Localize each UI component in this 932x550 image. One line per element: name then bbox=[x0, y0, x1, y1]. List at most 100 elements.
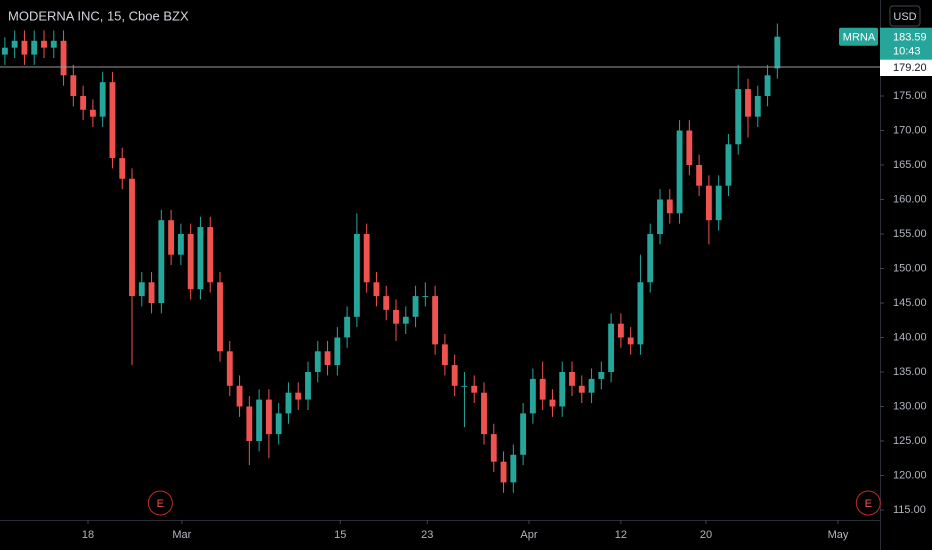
last-price-box bbox=[880, 27, 932, 60]
candle-body bbox=[637, 282, 644, 345]
candle-body bbox=[686, 130, 693, 165]
currency-box bbox=[889, 5, 921, 27]
candle-body bbox=[657, 199, 663, 234]
candle-body bbox=[520, 413, 527, 455]
y-tick-label: 165.00 bbox=[893, 159, 927, 171]
candle-body bbox=[647, 233, 654, 283]
candle-body bbox=[373, 282, 380, 297]
candle-body bbox=[666, 199, 673, 214]
candle-body bbox=[559, 371, 566, 407]
candle-body bbox=[461, 385, 468, 387]
candle-body bbox=[412, 296, 419, 317]
x-tick-label: 20 bbox=[700, 529, 712, 541]
candle-body bbox=[353, 233, 360, 317]
candle-body bbox=[754, 95, 761, 117]
event-marker bbox=[147, 490, 173, 516]
hline-label-box bbox=[880, 58, 932, 77]
y-tick-label: 140.00 bbox=[893, 331, 927, 343]
candle-body bbox=[363, 233, 370, 283]
candle-body bbox=[774, 36, 781, 69]
candle-body bbox=[50, 40, 57, 48]
candle-body bbox=[265, 399, 272, 435]
y-tick-label: 160.00 bbox=[893, 193, 927, 205]
candle-body bbox=[393, 309, 399, 324]
candle-body bbox=[1, 47, 8, 55]
candle-body bbox=[451, 365, 458, 386]
candle-body bbox=[500, 461, 507, 483]
candle-body bbox=[109, 82, 116, 159]
candle-body bbox=[471, 385, 478, 393]
candle-body bbox=[578, 385, 585, 393]
y-tick-label: 125.00 bbox=[893, 435, 927, 447]
candle-body bbox=[119, 158, 126, 179]
x-tick-label: Mar bbox=[172, 529, 191, 541]
hline-label: 179.20 bbox=[893, 62, 927, 74]
event-label: E bbox=[865, 498, 872, 510]
candle-body bbox=[422, 296, 429, 298]
candle-body bbox=[11, 40, 18, 48]
y-tick-label: 155.00 bbox=[893, 228, 927, 240]
candle-body bbox=[715, 185, 722, 221]
candle-body bbox=[70, 75, 77, 96]
candle-body bbox=[138, 282, 145, 297]
candle-body bbox=[41, 40, 47, 48]
candle-body bbox=[402, 316, 409, 324]
candle-body bbox=[539, 378, 546, 400]
countdown: 10:43 bbox=[893, 46, 921, 58]
candle-body bbox=[383, 296, 390, 310]
y-tick-label: 135.00 bbox=[893, 366, 927, 378]
candle-body bbox=[99, 82, 106, 117]
candle-body bbox=[627, 337, 634, 345]
candle-body bbox=[158, 220, 165, 303]
candle-body bbox=[21, 40, 28, 55]
candle-body bbox=[168, 220, 175, 255]
x-tick-label: Apr bbox=[520, 529, 537, 541]
candle-body bbox=[285, 392, 292, 414]
x-tick-label: 18 bbox=[82, 529, 94, 541]
candle-body bbox=[197, 227, 204, 290]
y-tick-label: 150.00 bbox=[893, 262, 927, 274]
candle-body bbox=[676, 130, 683, 214]
candle-body bbox=[31, 40, 38, 55]
candle-body bbox=[217, 282, 223, 352]
currency: USD bbox=[893, 11, 916, 23]
candle-body bbox=[764, 75, 771, 96]
event-label: E bbox=[157, 498, 164, 510]
candle-body bbox=[617, 323, 624, 338]
candle-body bbox=[490, 434, 497, 462]
y-tick-label: 170.00 bbox=[893, 124, 927, 136]
x-tick-label: 12 bbox=[615, 529, 627, 541]
candle-body bbox=[295, 392, 302, 400]
candle-body bbox=[80, 95, 87, 110]
y-tick-label: 120.00 bbox=[893, 469, 927, 481]
candle-body bbox=[246, 406, 253, 441]
candle-body bbox=[305, 371, 311, 400]
candle-body bbox=[735, 89, 742, 145]
chart-title: MODERNA INC, 15, Cboe BZX bbox=[8, 8, 189, 23]
candle-body bbox=[236, 385, 243, 407]
candle-body bbox=[569, 371, 575, 386]
x-tick-label: 23 bbox=[421, 529, 433, 541]
symbol-tag: MRNA bbox=[843, 32, 876, 44]
candle-body bbox=[696, 164, 703, 186]
candle-body bbox=[608, 323, 615, 372]
y-tick-label: 130.00 bbox=[893, 400, 927, 412]
candle-body bbox=[510, 454, 517, 483]
candle-body bbox=[275, 413, 282, 435]
event-marker bbox=[855, 490, 881, 516]
x-tick-label: 15 bbox=[334, 529, 346, 541]
candle-body bbox=[344, 316, 351, 338]
candle-body bbox=[334, 337, 341, 366]
candle-body bbox=[705, 185, 712, 221]
candle-body bbox=[187, 233, 194, 290]
last-price: 183.59 bbox=[893, 32, 927, 44]
candle-body bbox=[441, 344, 448, 366]
candle-body bbox=[324, 351, 331, 366]
candle-body bbox=[129, 178, 135, 297]
y-tick-label: 175.00 bbox=[893, 90, 927, 102]
candle-body bbox=[148, 282, 155, 303]
candle-body bbox=[226, 351, 233, 386]
candle-body bbox=[549, 399, 556, 407]
